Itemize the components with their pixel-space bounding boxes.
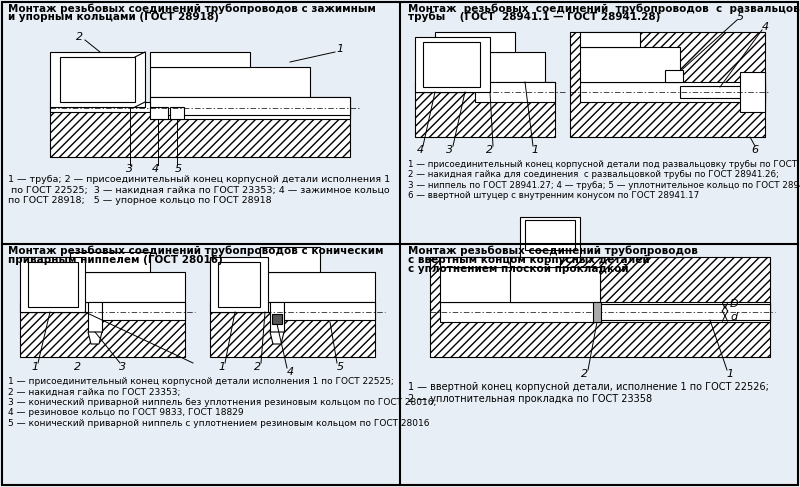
Text: 1: 1 <box>218 362 226 372</box>
Text: 5: 5 <box>737 12 743 22</box>
Text: с ввертным концом корпусных деталей: с ввертным концом корпусных деталей <box>408 255 650 265</box>
Bar <box>520 217 580 257</box>
Text: 3: 3 <box>119 362 126 372</box>
Bar <box>28 262 78 307</box>
Bar <box>210 302 375 312</box>
Bar <box>740 72 765 112</box>
Text: 1: 1 <box>337 44 343 54</box>
Bar <box>525 220 575 250</box>
Bar <box>50 102 150 112</box>
Bar <box>435 32 515 52</box>
Text: 4: 4 <box>417 145 423 155</box>
Bar <box>150 67 310 97</box>
Bar <box>218 262 260 307</box>
Bar <box>210 257 268 312</box>
Bar <box>20 257 85 312</box>
Text: трубы    (ГОСТ  28941.1 — ГОСТ 28941.28): трубы (ГОСТ 28941.1 — ГОСТ 28941.28) <box>408 12 660 22</box>
Text: 2: 2 <box>486 145 494 155</box>
Bar <box>102 302 185 320</box>
Bar <box>55 272 185 302</box>
Bar <box>284 302 375 320</box>
Bar <box>440 267 600 302</box>
Bar <box>580 47 680 82</box>
Polygon shape <box>270 332 284 344</box>
Polygon shape <box>88 332 102 344</box>
Bar <box>440 257 520 267</box>
Bar <box>510 257 560 267</box>
Text: приварным ниппелем (ГОСТ 28016): приварным ниппелем (ГОСТ 28016) <box>8 255 222 265</box>
Text: 1: 1 <box>531 145 538 155</box>
Text: 1 — присоединительный конец корпусной детали под развальцовку трубы по ГОСТ 2252: 1 — присоединительный конец корпусной де… <box>408 160 800 200</box>
Bar <box>600 304 770 320</box>
Bar <box>60 57 135 102</box>
Bar <box>150 97 350 115</box>
Text: 1: 1 <box>31 362 38 372</box>
Bar <box>272 314 282 324</box>
Polygon shape <box>20 312 185 357</box>
Text: 2: 2 <box>582 369 589 379</box>
Bar <box>665 70 683 82</box>
Text: 4: 4 <box>762 22 769 32</box>
Bar <box>580 32 640 47</box>
Text: Монтаж резьбовых соединений трубопроводов с зажимным: Монтаж резьбовых соединений трубопроводо… <box>8 3 376 14</box>
Text: 1 — присоединительный конец корпусной детали исполнения 1 по ГОСТ 22525;
2 — нак: 1 — присоединительный конец корпусной де… <box>8 377 436 428</box>
Text: 5: 5 <box>337 362 343 372</box>
Bar <box>70 252 150 272</box>
Text: D: D <box>730 299 738 309</box>
Text: d: d <box>730 312 737 322</box>
Text: 1 — труба; 2 — присоединительный конец корпусной детали исполнения 1
 по ГОСТ 22: 1 — труба; 2 — присоединительный конец к… <box>8 175 390 205</box>
Text: 3: 3 <box>126 164 134 174</box>
Text: с уплотнением плоской прокладкой: с уплотнением плоской прокладкой <box>408 264 629 274</box>
Bar <box>680 86 765 98</box>
Bar <box>150 107 350 119</box>
Polygon shape <box>430 257 770 357</box>
Text: Монтаж резьбовых соединений трубопроводов с коническим: Монтаж резьбовых соединений трубопроводо… <box>8 246 383 257</box>
Text: 6: 6 <box>751 145 758 155</box>
Bar <box>150 97 350 107</box>
Bar <box>20 302 185 312</box>
Bar <box>170 107 184 119</box>
Bar <box>415 37 490 92</box>
Bar <box>510 267 600 302</box>
Bar <box>593 302 601 322</box>
Bar <box>245 272 375 302</box>
Text: 4: 4 <box>151 164 158 174</box>
Text: Монтаж  резьбовых  соединений  трубопроводов  с  развальцовкой: Монтаж резьбовых соединений трубопроводо… <box>408 3 800 14</box>
Polygon shape <box>570 32 765 137</box>
Text: 1 — ввертной конец корпусной детали, исполнение 1 по ГОСТ 22526;
2 — уплотнитель: 1 — ввертной конец корпусной детали, исп… <box>408 382 769 404</box>
Bar <box>88 302 102 332</box>
Text: 1: 1 <box>726 369 734 379</box>
Bar <box>440 302 770 322</box>
Polygon shape <box>50 107 350 157</box>
Text: Монтаж резьбовых соединений трубопроводов: Монтаж резьбовых соединений трубопроводо… <box>408 246 698 257</box>
Text: 2: 2 <box>254 362 262 372</box>
Bar <box>580 82 765 102</box>
Bar <box>415 82 555 92</box>
Text: 3: 3 <box>446 145 454 155</box>
Bar <box>150 52 250 67</box>
Text: 2: 2 <box>77 32 83 42</box>
Bar <box>260 247 320 272</box>
Bar <box>270 302 284 332</box>
Bar <box>423 42 480 87</box>
Bar <box>50 52 145 107</box>
Bar <box>475 82 555 102</box>
Polygon shape <box>415 92 555 137</box>
Bar <box>425 52 545 82</box>
Text: и упорным кольцами (ГОСТ 28918): и упорным кольцами (ГОСТ 28918) <box>8 12 219 22</box>
Text: 4: 4 <box>286 367 294 377</box>
Bar <box>150 107 168 119</box>
Text: 5: 5 <box>174 164 182 174</box>
Polygon shape <box>210 312 375 357</box>
Text: 2: 2 <box>74 362 82 372</box>
